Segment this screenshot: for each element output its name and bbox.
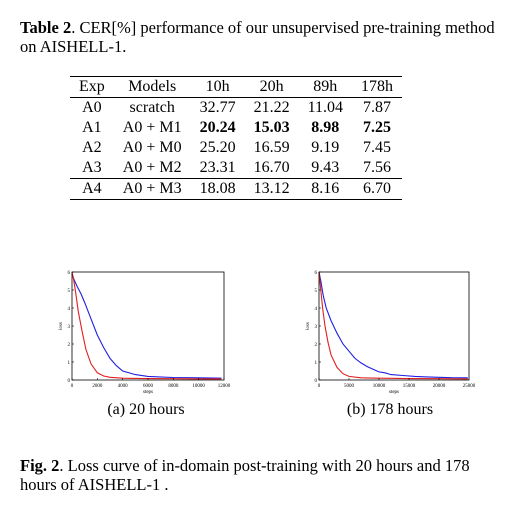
table-header-row: Exp Models 10h 20h 89h 178h [70,76,402,98]
plot-frame [71,271,225,381]
table-cell: 9.19 [311,139,340,156]
x-tick-label: 4000 [118,384,128,389]
table-cell: 20.24 [199,119,236,136]
table-cell: 6.70 [363,180,391,197]
table-cell: 13.12 [253,180,290,197]
y-tick-label: 0 [315,379,318,384]
col-89h: 89h [313,78,338,95]
y-tick-label: 6 [315,271,318,276]
x-axis-label: steps [389,390,399,395]
series-line [318,271,468,379]
y-tick-label: 2 [315,343,318,348]
y-tick-label: 2 [68,343,71,348]
table-cell: 25.20 [199,139,236,156]
table-cell: A4 [82,180,102,197]
loss-chart-178h: 0 5000 10000 15000 20000 25000 0 1 2 3 4 5 6 steps los… [306,271,476,395]
table-cell: A3 [82,159,102,176]
table-cell: 8.16 [311,180,340,197]
x-tick-label: 10000 [192,384,205,389]
plot-frame [318,271,470,381]
x-tick-label: 2000 [92,384,103,389]
table-cell: 23.31 [199,159,236,176]
table-row: A2 A0 + M0 25.20 16.59 9.19 7.45 [70,138,402,158]
table-cell: A0 + M2 [122,159,182,176]
y-tick-label: 0 [68,379,71,384]
series-line [71,273,222,379]
y-tick-label: 1 [315,361,318,366]
table-row: A3 A0 + M2 23.31 16.70 9.43 7.56 [70,158,402,179]
x-tick-label: 8000 [168,384,179,389]
table-cell: 16.70 [253,159,290,176]
y-tick-label: 6 [68,271,71,276]
loss-chart-20h: 0 2000 4000 6000 8000 10000 12000 0 1 2 3 4 5 6 steps l… [59,271,231,395]
x-tick-label: 20000 [433,384,446,389]
table-cell: 21.22 [253,99,290,116]
cer-table: Exp Models 10h 20h 89h 178h A0 scratch 3… [70,76,402,200]
table-cell: 32.77 [199,99,236,116]
col-models: Models [128,78,177,95]
table-cell: A1 [82,119,102,136]
table-cell: 8.98 [311,119,340,136]
subcaption-a: (a) 20 hours [107,401,185,418]
y-axis-label: loss [59,322,64,330]
y-tick-label: 3 [68,325,71,330]
table-cell: 7.56 [363,159,391,176]
table-caption: Table 2. CER[%] performance of our unsup… [20,18,500,56]
table-cell: 7.87 [363,99,391,116]
figure-caption-text: . Loss curve of in-domain post-training … [20,456,470,494]
table-cell: 18.08 [199,180,236,197]
x-tick-label: 12000 [218,384,231,389]
x-tick-label: 15000 [403,384,416,389]
col-178h: 178h [361,78,393,95]
y-tick-label: 4 [315,307,318,312]
table-label: Table 2 [20,18,72,37]
table-cell: scratch [129,99,175,116]
x-tick-label: 5000 [344,384,355,389]
col-10h: 10h [205,78,230,95]
table-cell: A0 + M3 [122,180,182,197]
x-axis-label: steps [143,390,153,395]
table-cell: A2 [82,139,102,156]
table-cell: 16.59 [253,139,290,156]
table-cell: A0 + M0 [122,139,182,156]
series-line [71,271,222,380]
col-20h: 20h [259,78,284,95]
col-exp: Exp [79,78,105,95]
x-tick-label: 25000 [463,384,476,389]
x-tick-label: 0 [71,384,74,389]
table-cell: 7.45 [363,139,391,156]
y-tick-label: 5 [315,289,318,294]
x-tick-label: 0 [318,384,321,389]
table-cell: 9.43 [311,159,340,176]
figure-caption: Fig. 2. Loss curve of in-domain post-tra… [20,456,500,494]
y-tick-label: 4 [68,307,71,312]
y-tick-label: 1 [68,361,71,366]
x-tick-label: 10000 [373,384,386,389]
table-cell: 7.25 [363,119,391,136]
y-axis-label: loss [306,322,311,330]
series-line [318,271,468,380]
table-caption-text: . CER[%] performance of our unsupervised… [20,18,495,56]
y-tick-label: 3 [315,325,318,330]
table-cell: 15.03 [253,119,290,136]
table-cell: 11.04 [307,99,343,116]
subcaption-b: (b) 178 hours [346,401,434,418]
table-cell: A0 [82,99,102,116]
table-row: A4 A0 + M3 18.08 13.12 8.16 6.70 [70,178,402,200]
x-tick-label: 6000 [143,384,154,389]
figure-label: Fig. 2 [20,456,60,475]
table-row: A1 A0 + M1 20.24 15.03 8.98 7.25 [70,118,402,138]
table-cell: A0 + M1 [122,119,182,136]
y-tick-label: 5 [68,289,71,294]
table-row: A0 scratch 32.77 21.22 11.04 7.87 [70,98,402,119]
